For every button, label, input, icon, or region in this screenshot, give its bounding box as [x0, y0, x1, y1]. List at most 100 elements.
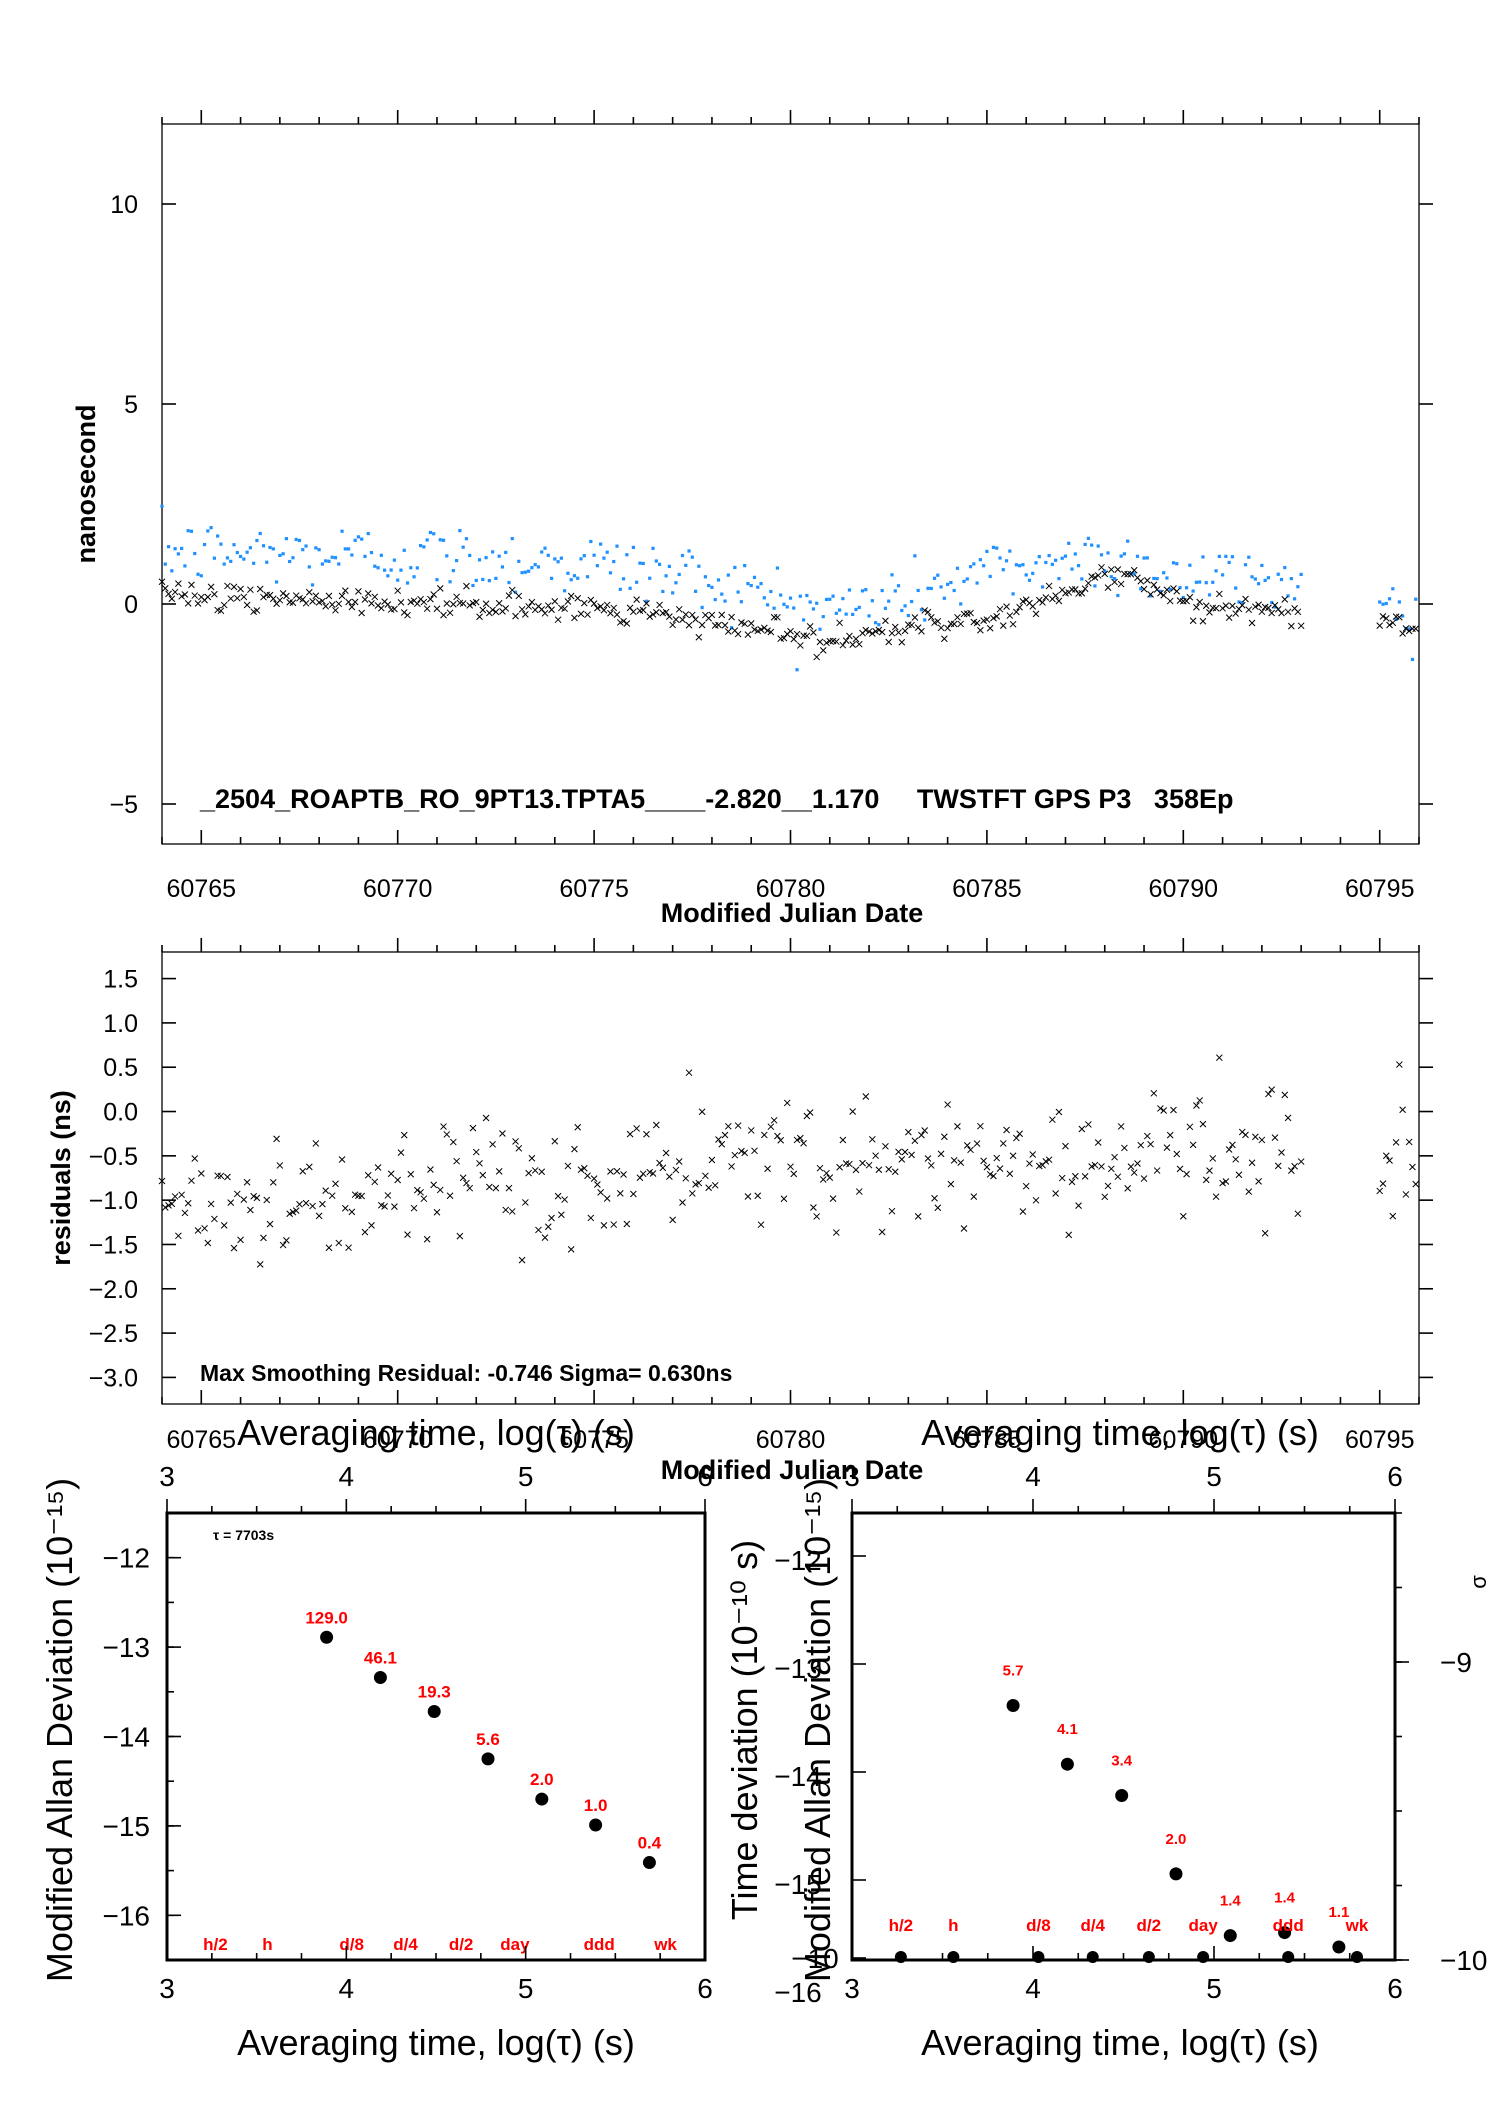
data-point-dot: [346, 547, 351, 551]
data-point-dot: [1263, 578, 1267, 582]
data-point-cross: [633, 596, 641, 603]
data-point-cross: [918, 627, 925, 635]
data-point-dot: [991, 545, 996, 549]
data-point-dot: [212, 556, 216, 560]
data-point-cross: [603, 1195, 611, 1202]
data-point-dot: [1139, 587, 1143, 591]
data-point-dot: [752, 575, 757, 579]
data-point-dot: [1201, 555, 1205, 559]
data-point-dot: [877, 623, 881, 627]
data-point-cross: [1101, 1193, 1109, 1201]
data-point-cross: [921, 1127, 929, 1134]
tdev-base-point: [947, 1951, 960, 1963]
data-point-dot: [497, 554, 501, 558]
data-point-dot: [301, 548, 305, 552]
data-point-cross: [760, 1131, 768, 1139]
data-point-dot: [471, 583, 475, 588]
data-point-cross: [256, 585, 264, 593]
interval-label: h/2: [203, 1935, 228, 1954]
data-point-dot: [510, 537, 514, 541]
p3-xlabel-top: Averaging time, log(τ) (s): [237, 1412, 635, 1453]
data-point-dot: [1050, 562, 1054, 566]
data-point-dot: [317, 548, 321, 552]
data-point-dot: [782, 602, 786, 606]
data-point-cross: [345, 598, 352, 606]
data-point-dot: [229, 559, 233, 563]
data-point-dot: [428, 530, 433, 535]
data-point-dot: [792, 606, 796, 610]
data-point-dot: [392, 558, 397, 562]
data-point-cross: [1013, 1134, 1020, 1142]
data-point-cross: [649, 611, 657, 618]
data-point-cross: [191, 1155, 199, 1162]
interval-label: d/8: [339, 1935, 364, 1954]
data-point-cross: [1189, 1141, 1197, 1149]
data-point-cross: [1150, 581, 1158, 589]
data-point-cross: [659, 1164, 667, 1172]
data-point-cross: [361, 1228, 369, 1236]
data-point-dot: [579, 557, 583, 561]
data-point-cross: [394, 1176, 402, 1184]
data-point-cross: [1173, 1150, 1181, 1158]
data-point-cross: [181, 1209, 189, 1217]
data-point-dot: [559, 556, 563, 560]
data-point-dot: [274, 580, 279, 584]
data-point-cross: [594, 1181, 601, 1188]
data-point-dot: [949, 580, 953, 585]
data-point-dot: [166, 545, 171, 549]
data-point-cross: [397, 1149, 405, 1156]
data-point-cross: [449, 1138, 457, 1146]
data-point-cross: [1150, 1089, 1158, 1097]
data-point-cross: [613, 1167, 621, 1175]
p4-xlabel-top: Averaging time, log(τ) (s): [921, 1412, 1319, 1453]
data-point-cross: [1071, 1172, 1079, 1180]
data-point-cross: [384, 1192, 392, 1199]
data-point-dot: [461, 545, 465, 549]
data-point-dot: [615, 544, 619, 548]
data-point-cross: [682, 611, 690, 618]
data-point-dot: [654, 559, 658, 563]
data-point-cross: [1029, 1151, 1037, 1158]
data-point-dot: [1142, 556, 1146, 560]
data-point-dot: [965, 577, 969, 581]
data-point-cross: [1130, 1169, 1138, 1176]
data-point-cross: [1297, 1158, 1305, 1165]
data-point-cross: [312, 592, 320, 600]
data-point-cross: [1212, 1193, 1220, 1201]
data-point-dot: [1198, 580, 1202, 584]
data-point-cross: [433, 1208, 441, 1216]
data-point-dot: [513, 590, 518, 594]
interval-label: ddd: [1273, 1916, 1304, 1935]
data-point-cross: [574, 1123, 582, 1131]
data-point-cross: [813, 653, 821, 661]
data-point-dot: [255, 538, 259, 543]
data-point-cross: [1382, 1152, 1390, 1160]
data-point-cross: [862, 626, 870, 634]
mdev-point-label: 2.0: [530, 1770, 554, 1789]
y-tick-label: 1.5: [103, 966, 138, 994]
data-point-dot: [1211, 580, 1215, 584]
data-point-dot: [530, 566, 534, 570]
data-point-cross: [688, 611, 696, 619]
data-point-cross: [839, 1136, 847, 1144]
data-point-cross: [1062, 1142, 1069, 1150]
data-point-cross: [479, 606, 487, 614]
data-point-cross: [806, 623, 814, 630]
data-point-dot: [795, 668, 799, 672]
data-point-cross: [341, 1204, 349, 1212]
data-point-cross: [217, 1172, 225, 1180]
data-point-dot: [1106, 551, 1110, 555]
data-point-dot: [225, 556, 230, 560]
data-point-cross: [986, 1170, 994, 1178]
data-point-cross: [1101, 570, 1109, 578]
data-point-cross: [1127, 1163, 1135, 1170]
data-point-dot: [762, 596, 766, 600]
data-point-cross: [607, 1168, 614, 1175]
data-point-cross: [574, 594, 582, 602]
data-point-cross: [796, 642, 804, 649]
data-point-cross: [924, 608, 932, 616]
data-point-cross: [1134, 1160, 1141, 1167]
data-point-dot: [245, 550, 249, 554]
data-point-dot: [982, 564, 986, 568]
